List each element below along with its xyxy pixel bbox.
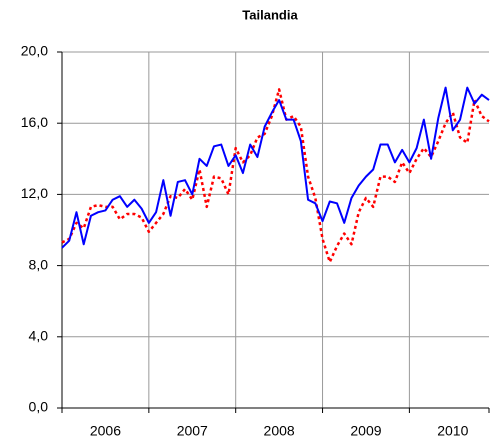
y-tick-label: 0,0: [29, 399, 49, 415]
x-tick-label: 2007: [177, 423, 208, 439]
y-tick-label: 12,0: [21, 185, 48, 201]
x-tick-label: 2006: [90, 423, 121, 439]
series-line: [61, 86, 490, 249]
x-tick-label: 2010: [437, 423, 468, 439]
x-tick-label: 2008: [264, 423, 295, 439]
y-tick-label: 16,0: [21, 114, 48, 130]
y-tick-label: 20,0: [21, 43, 48, 59]
y-tick-label: 4,0: [29, 328, 49, 344]
chart-title: Tailandia: [242, 7, 298, 22]
x-tick-label: 2009: [350, 423, 381, 439]
y-tick-label: 8,0: [29, 256, 49, 272]
series-line: [61, 88, 490, 264]
